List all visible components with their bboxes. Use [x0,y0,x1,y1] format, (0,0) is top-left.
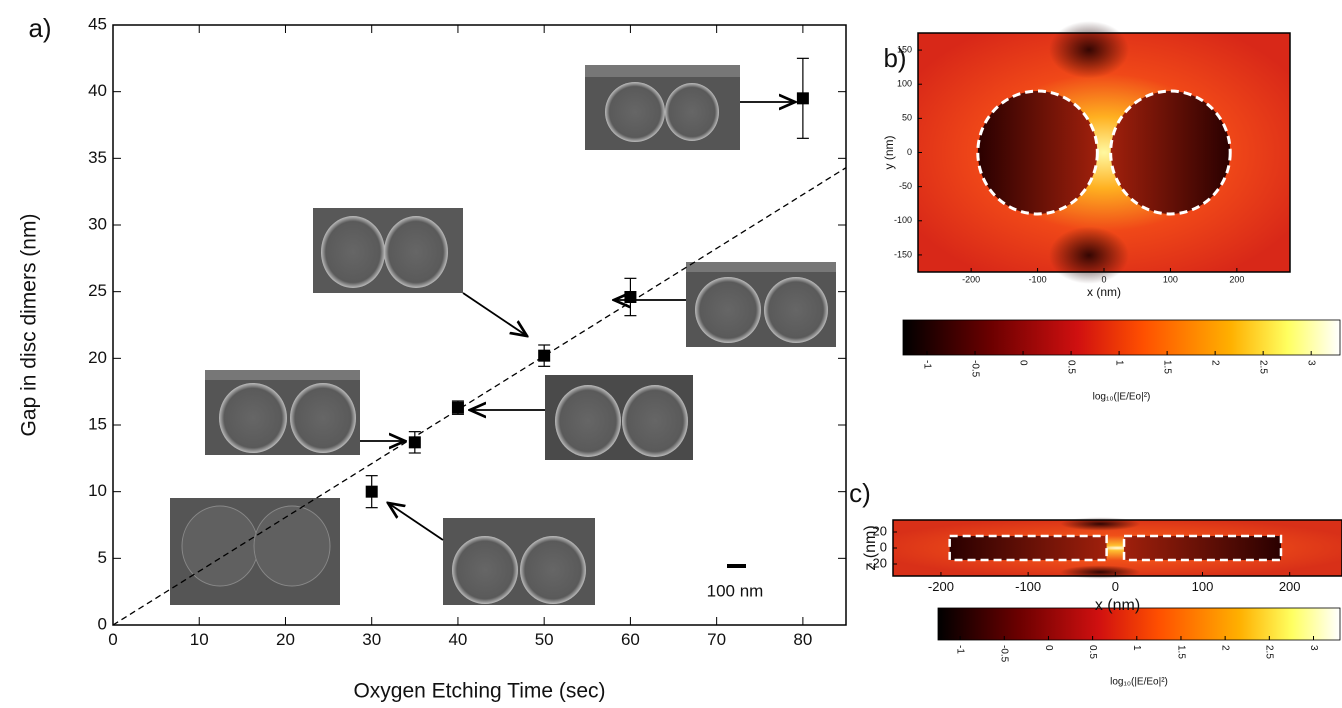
y-axis-label: y (nm) [882,136,896,170]
x-tick-label: 200 [1279,579,1301,594]
y-axis-label: Gap in disc dimers (nm) [18,214,41,437]
y-tick-label: -50 [899,181,912,191]
sem-images [170,65,836,605]
x-tick-label: 60 [621,630,640,649]
colorbar-tick-label: -0.5 [969,360,980,378]
colorbar-tick-label: 2 [1220,645,1231,651]
x-tick-label: 0 [108,630,117,649]
data-point [796,92,809,105]
plot [112,57,847,626]
disc [1109,89,1232,216]
y-tick-label: 20 [88,348,107,367]
y-tick-label: 30 [88,214,107,233]
y-tick-label: 35 [88,148,107,167]
data-point [365,485,378,498]
colorbar-tick-label: 2 [1210,360,1221,366]
x-tick-label: 40 [448,630,467,649]
colorbar-tick-label: 3 [1308,645,1319,651]
y-tick-label: -20 [868,555,887,570]
y-tick-label: 50 [902,113,912,123]
y-tick-label: 0 [907,147,912,157]
y-tick-label: 0 [880,539,887,554]
colorbar-tick-label: 1.5 [1175,645,1186,659]
colorbar-label: log₁₀(|E/Eo|²) [1093,392,1151,403]
panel-label: c) [849,478,871,508]
data-point [408,436,421,449]
x-tick-label: 30 [362,630,381,649]
x-tick-label: 80 [793,630,812,649]
field-lobe [1049,226,1129,284]
y-tick-label: 25 [88,281,107,300]
colorbar-tick-label: 1 [1113,360,1124,366]
x-tick-label: 50 [535,630,554,649]
x-tick-label: 0 [1101,274,1106,284]
y-tick-label: -150 [894,249,912,259]
arrows [360,102,795,541]
colorbar-tick-label: 2.5 [1258,360,1269,374]
y-axis-label: z (nm) [862,525,879,570]
x-tick-label: -100 [1029,274,1047,284]
field-lobe [1060,517,1141,531]
field-lobe [1060,565,1141,579]
x-tick-label: 200 [1229,274,1244,284]
colorbar-tick-label: 0 [1017,360,1028,366]
x-tick-label: 70 [707,630,726,649]
heatmap-field [893,517,1342,579]
heatmap-field [918,21,1290,284]
colorbar-tick-label: -1 [921,360,932,369]
plot-frame [112,24,847,626]
colorbar-tick-label: 2.5 [1264,645,1275,659]
x-tick-label: -200 [962,274,980,284]
panel-label: a) [28,13,51,43]
x-tick-label: 100 [1163,274,1178,284]
data-point [624,291,637,303]
field-lobe [1049,21,1129,79]
colorbar-tick-label: -0.5 [999,645,1010,663]
colorbar [902,319,1341,356]
panel-label: b) [883,43,906,73]
y-tick-label: 5 [98,548,107,567]
y-tick-label: 15 [88,414,107,433]
scale-bar-label: 100 nm [707,581,764,600]
y-tick-label: 20 [873,523,887,538]
x-tick-label: 10 [190,630,209,649]
y-tick-label: 40 [88,81,107,100]
disc-section [948,534,1108,562]
y-tick-label: 100 [897,79,912,89]
y-tick-label: 10 [88,481,107,500]
y-tick-label: 45 [88,14,107,33]
x-axis-label: x (nm) [1095,597,1140,614]
colorbar-tick-label: 0.5 [1087,645,1098,659]
colorbar-tick-label: 3 [1306,360,1317,366]
x-tick-label: 20 [276,630,295,649]
y-tick-label: 0 [98,614,107,633]
x-tick-label: 100 [1192,579,1214,594]
colorbar-tick-label: -1 [954,645,965,654]
data-point [538,349,551,362]
colorbar-tick-label: 0 [1043,645,1054,651]
x-tick-label: -200 [928,579,954,594]
x-axis-label: Oxygen Etching Time (sec) [353,680,605,703]
y-tick-label: 150 [897,44,912,54]
x-tick-label: -100 [1015,579,1041,594]
disc-section [1122,534,1283,562]
colorbar-tick-label: 1 [1131,645,1142,651]
fit-line [112,167,847,626]
data-point [451,401,464,414]
colorbar [937,607,1341,641]
y-tick-label: -100 [894,215,912,225]
colorbar-tick-label: 1.5 [1161,360,1172,374]
colorbar-label: log₁₀(|E/Eo|²) [1110,677,1168,688]
x-tick-label: 0 [1112,579,1119,594]
x-axis-label: x (nm) [1087,285,1121,299]
colorbar-tick-label: 0.5 [1065,360,1076,374]
disc [976,89,1099,216]
